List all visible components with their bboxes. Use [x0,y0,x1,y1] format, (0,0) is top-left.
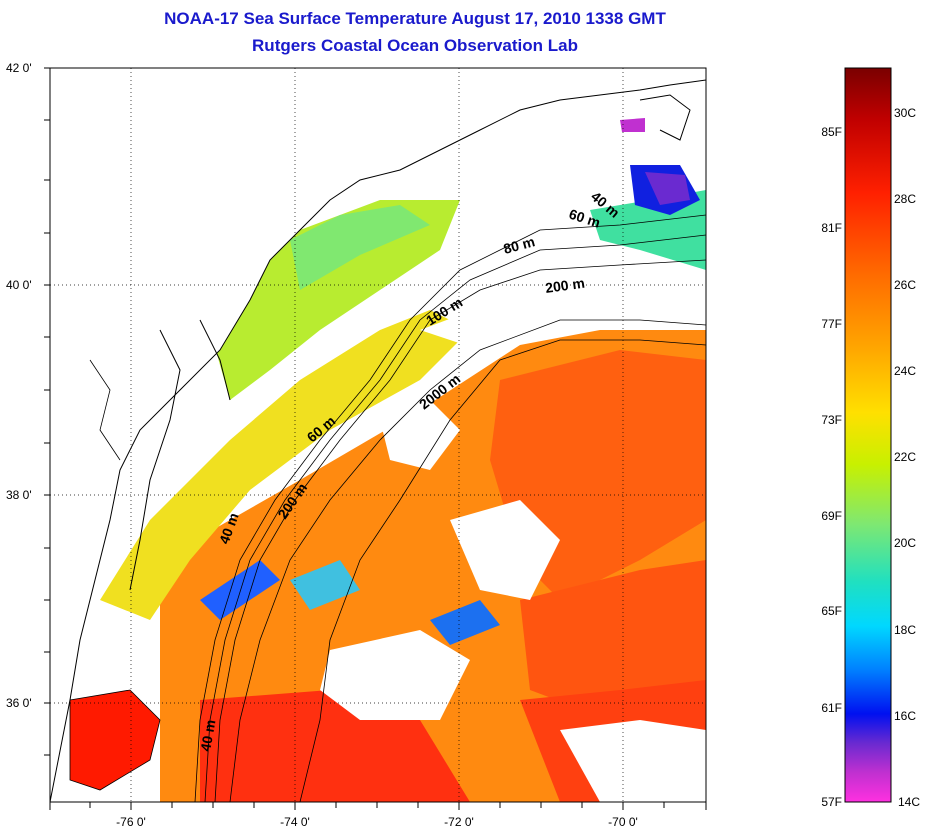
colorbar-f-label: 57F [821,795,842,809]
lon-label-72: -72 0' [444,815,474,829]
colorbar-c-label: 16C [894,709,916,723]
colorbar-c-label: 22C [894,450,916,464]
colorbar-c-label: 26C [894,278,916,292]
contour-label: 80 m [502,233,537,257]
lon-label-70: -70 0' [608,815,638,829]
colorbar-c-label: 28C [894,192,916,206]
lat-label-42: 42 0' [6,61,32,75]
colorbar-f-label: 77F [821,317,842,331]
lat-label-38: 38 0' [6,488,32,502]
contour-label: 200 m [544,275,586,296]
lon-label-76: -76 0' [116,815,146,829]
colorbar-c-label: 30C [894,106,916,120]
colorbar-c-label: 24C [894,364,916,378]
map-frame [49,67,707,803]
lat-label-36: 36 0' [6,696,32,710]
colorbar [844,67,892,803]
colorbar-f-label: 61F [821,701,842,715]
colorbar-f-label: 69F [821,509,842,523]
lat-label-40: 40 0' [6,278,32,292]
colorbar-c-label: 18C [894,623,916,637]
map-subtitle: Rutgers Coastal Ocean Observation Lab [252,36,578,55]
colorbar-c-label: 20C [894,536,916,550]
colorbar-c-label: 14C [898,795,920,809]
colorbar-f-label: 81F [821,221,842,235]
lon-label-74: -74 0' [280,815,310,829]
map-title: NOAA-17 Sea Surface Temperature August 1… [164,9,666,28]
colorbar-f-label: 85F [821,125,842,139]
sst-map-image [50,68,706,802]
colorbar-f-label: 65F [821,604,842,618]
contour-label: 40 m [197,718,218,752]
colorbar-f-label: 73F [821,413,842,427]
